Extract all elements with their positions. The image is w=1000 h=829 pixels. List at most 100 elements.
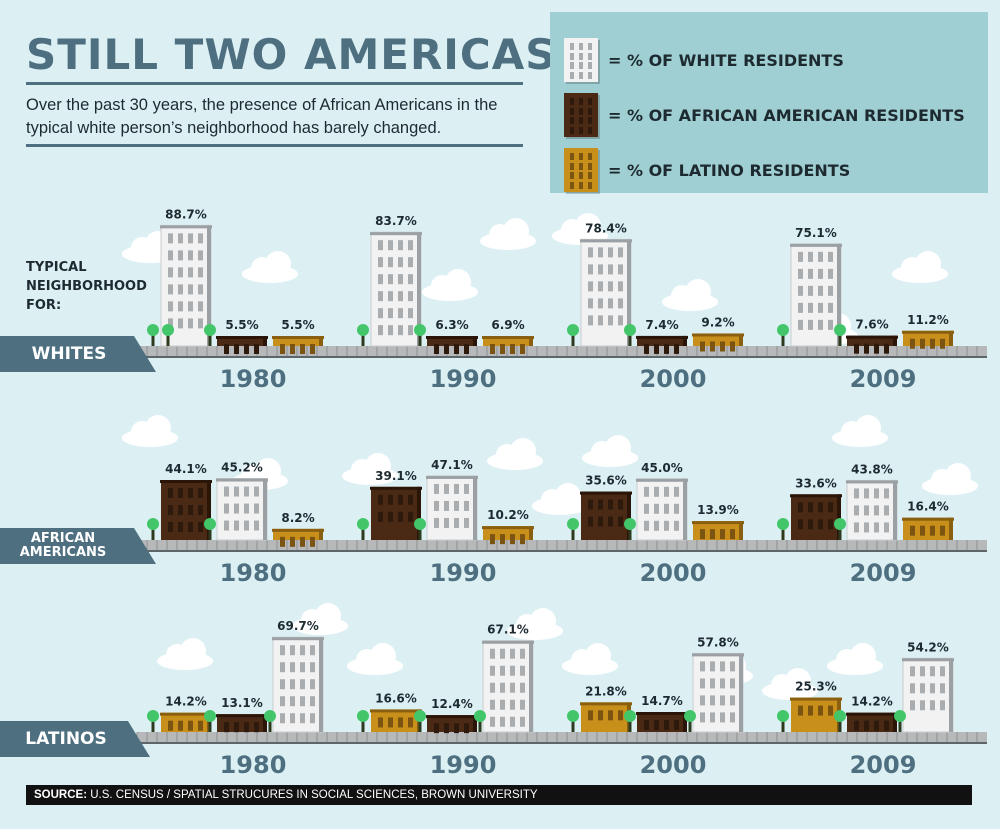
tree-icon [624,518,636,540]
year-label: 1980 [220,365,287,393]
data-label: 45.0% [641,461,683,475]
tree-icon [684,710,696,732]
gold-building-icon [564,148,598,192]
black-building-bar [426,336,478,354]
cloud-icon [827,643,883,675]
cloud-icon [122,415,178,447]
data-label: 12.4% [431,697,473,711]
tree-icon [204,518,216,540]
tree-icon [777,324,789,346]
tree-icon [414,518,426,540]
group-tag-african-americans: AFRICAN AMERICANS [0,528,156,564]
tree-icon [414,710,426,732]
cloud-icon [532,483,588,515]
tree-icon [357,518,369,540]
data-label: 25.3% [795,680,837,694]
data-label: 54.2% [907,640,949,654]
year-label: 2009 [850,751,917,779]
data-label: 6.3% [435,318,468,332]
black-building-bar [370,486,422,540]
tree-icon [624,324,636,346]
white-building-bar [580,238,632,347]
data-label: 11.2% [907,313,949,327]
latino-building-bar [902,330,954,349]
data-label: 8.2% [281,511,314,525]
year-label: 2000 [640,365,707,393]
white-building-icon [564,38,598,82]
year-label: 2000 [640,559,707,587]
data-label: 10.2% [487,508,529,522]
year-label: 2009 [850,559,917,587]
tree-icon [147,324,159,346]
latino-building-bar [692,333,744,352]
black-building-bar [790,494,842,540]
black-building-bar [216,336,268,354]
sidewalk [136,540,357,552]
sidewalk [346,732,567,744]
data-label: 14.2% [851,695,893,709]
data-label: 39.1% [375,469,417,483]
white-building-bar [426,475,478,541]
tree-icon [357,324,369,346]
tree-icon [147,518,159,540]
tree-icon [162,324,174,346]
cloud-icon [422,269,478,301]
cloud-icon [562,643,618,675]
tree-icon [264,710,276,732]
legend-item-latino: = % OF LATINO RESIDENTS [564,148,984,192]
black-building-bar [846,712,898,732]
year-label: 1980 [220,751,287,779]
data-label: 69.7% [277,619,319,633]
tree-icon [894,710,906,732]
white-building-bar [636,478,688,541]
data-label: 33.6% [795,476,837,490]
legend-label-latino: = % OF LATINO RESIDENTS [608,161,851,180]
tree-icon [204,710,216,732]
data-label: 7.6% [855,318,888,332]
tree-icon [204,324,216,346]
data-label: 6.9% [491,318,524,332]
cloud-icon [582,435,638,467]
white-building-bar [902,657,954,733]
tree-icon [777,710,789,732]
data-label: 44.1% [165,462,207,476]
group-tag-whites: WHITES [0,336,156,372]
cloud-icon [242,251,298,283]
data-label: 5.5% [225,318,258,332]
legend-item-white: = % OF WHITE RESIDENTS [564,38,984,82]
cloud-icon [507,608,563,640]
cloud-icon [892,251,948,283]
tree-icon [474,710,486,732]
cloud-icon [157,638,213,670]
cloud-icon [832,415,888,447]
legend-item-black: = % OF AFRICAN AMERICAN RESIDENTS [564,93,984,137]
white-building-bar [482,640,534,733]
data-label: 67.1% [487,623,529,637]
tree-icon [624,710,636,732]
data-label: 75.1% [795,226,837,240]
latino-building-bar [272,528,324,547]
data-label: 47.1% [431,458,473,472]
latino-building-bar [272,336,324,354]
data-label: 35.6% [585,474,627,488]
cloud-icon [480,218,536,250]
page-subtitle: Over the past 30 years, the presence of … [26,96,498,137]
data-label: 88.7% [165,207,207,221]
source-label: SOURCE: [34,789,88,801]
black-building-bar [426,715,478,734]
tree-icon [357,710,369,732]
data-label: 9.2% [701,315,734,329]
legend: = % OF WHITE RESIDENTS = % OF AFRICAN AM… [550,12,988,193]
cloud-icon [342,453,398,485]
black-building-bar [216,714,268,733]
latino-building-bar [370,709,422,732]
white-building-bar [692,652,744,733]
tree-icon [834,518,846,540]
year-label: 1980 [220,559,287,587]
data-label: 13.9% [697,503,739,517]
cloud-icon [762,668,818,700]
white-building-bar [790,243,842,347]
year-label: 2009 [850,365,917,393]
data-label: 43.8% [851,462,893,476]
